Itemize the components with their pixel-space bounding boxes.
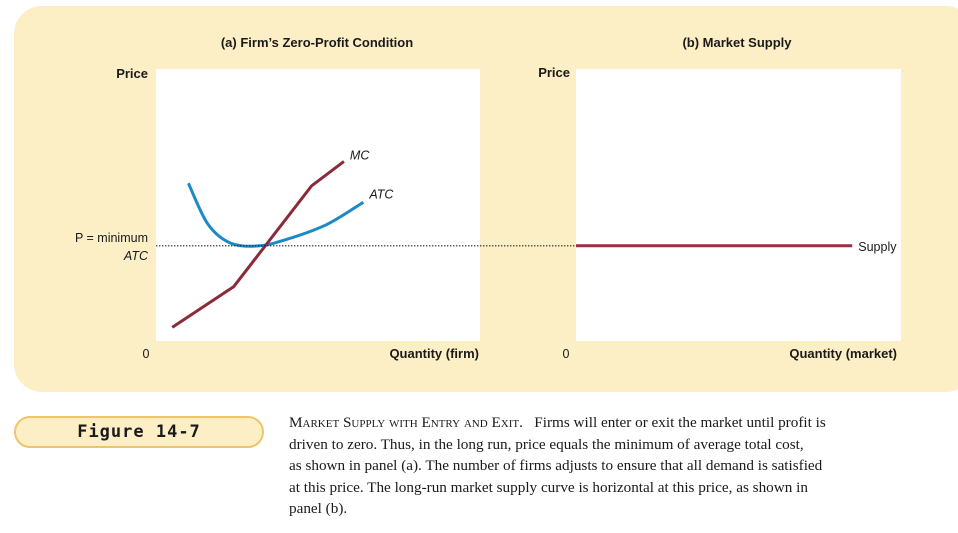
mc-curve-label: MC (350, 148, 370, 162)
panel-b-y-axis-label: Price (538, 65, 570, 80)
supply-curve-label: Supply (858, 240, 897, 254)
caption-line-5: panel (b). (289, 500, 348, 518)
caption-heading: Market Supply with Entry and Exit. (289, 414, 523, 431)
price-label-line2: ATC (123, 249, 149, 263)
panel-b-title: (b) Market Supply (682, 35, 792, 50)
atc-curve-label: ATC (368, 187, 394, 201)
mc-curve (171, 160, 345, 329)
caption-first-line: Firms will enter or exit the market unti… (534, 414, 826, 431)
panel-a-origin-label: 0 (143, 347, 150, 361)
panel-a-title: (a) Firm’s Zero-Profit Condition (221, 35, 413, 50)
panel-b-x-axis-label: Quantity (market) (789, 346, 897, 361)
figure-14-7: (a) Firm’s Zero-Profit Condition Price 0… (75, 35, 901, 361)
atc-curve (187, 182, 365, 248)
panel-a-y-axis-label: Price (116, 66, 148, 81)
figure-label-badge: Figure 14-7 (14, 416, 264, 448)
caption-line-2: driven to zero. Thus, in the long run, p… (289, 435, 804, 453)
caption-line-1: Market Supply with Entry and Exit. Firms… (289, 412, 958, 434)
price-label-line1: P = minimum (75, 231, 148, 245)
panel-b-plot-area (576, 69, 901, 341)
panel-a-plot-area (156, 69, 480, 341)
figure-label: Figure 14-7 (77, 422, 201, 442)
caption-line-4: at this price. The long-run market suppl… (289, 478, 808, 496)
panel-b-origin-label: 0 (563, 347, 570, 361)
caption-line-3: as shown in panel (a). The number of fir… (289, 457, 823, 475)
figure-caption: Market Supply with Entry and Exit. Firms… (289, 412, 958, 520)
panel-a-x-axis-label: Quantity (firm) (389, 346, 479, 361)
